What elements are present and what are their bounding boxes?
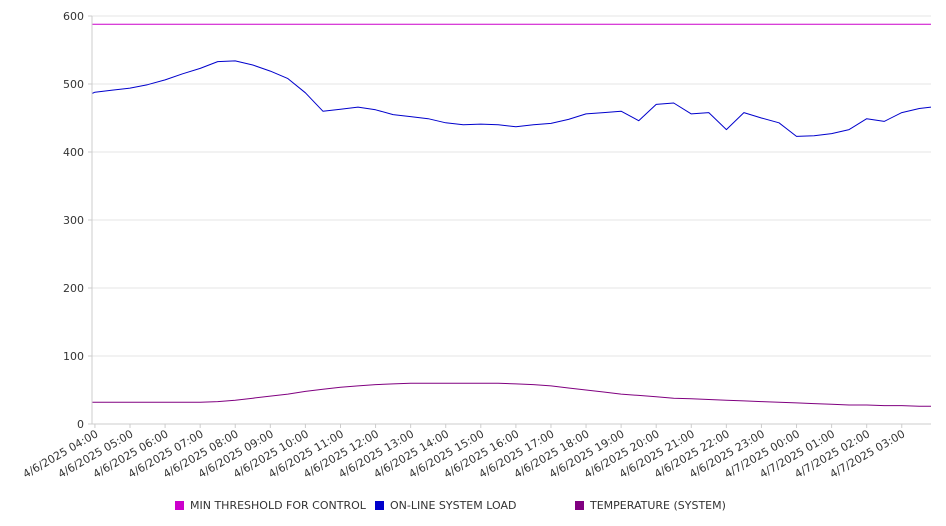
legend-label-temperature: TEMPERATURE (SYSTEM) xyxy=(590,499,726,512)
y-tick-label: 400 xyxy=(63,146,84,159)
legend-item-system-load[interactable]: ON-LINE SYSTEM LOAD xyxy=(375,499,516,512)
legend-swatch-system-load xyxy=(375,501,384,510)
grid-lines xyxy=(92,15,931,425)
legend-item-temperature[interactable]: TEMPERATURE (SYSTEM) xyxy=(575,499,726,512)
y-tick-label: 100 xyxy=(63,350,84,363)
legend-label-min-threshold: MIN THRESHOLD FOR CONTROL xyxy=(190,499,366,512)
y-tick-label: 200 xyxy=(63,282,84,295)
legend-item-min-threshold[interactable]: MIN THRESHOLD FOR CONTROL xyxy=(175,499,366,512)
legend-swatch-min-threshold xyxy=(175,501,184,510)
y-tick-label: 0 xyxy=(77,418,84,431)
y-axis: 0 100 200 300 400 500 600 xyxy=(63,10,92,431)
y-tick-label: 600 xyxy=(63,10,84,23)
legend-swatch-temperature xyxy=(575,501,584,510)
series-line-system-load xyxy=(91,60,932,137)
legend-label-system-load: ON-LINE SYSTEM LOAD xyxy=(390,499,517,512)
y-tick-label: 500 xyxy=(63,78,84,91)
x-axis: 4/6/2025 04:004/6/2025 05:004/6/2025 06:… xyxy=(21,424,907,481)
series-lines xyxy=(91,23,932,407)
y-tick-label: 300 xyxy=(63,214,84,227)
series-line-temperature xyxy=(92,382,931,407)
legend: MIN THRESHOLD FOR CONTROL ON-LINE SYSTEM… xyxy=(0,499,946,513)
